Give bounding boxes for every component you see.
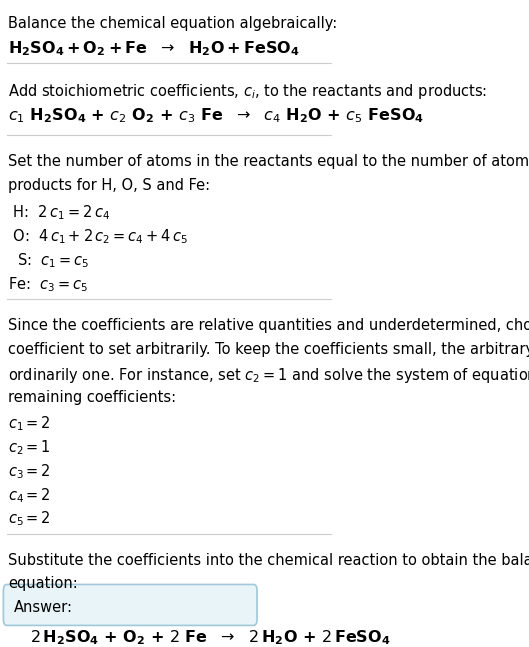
Text: H:  $2\,c_1 = 2\,c_4$: H: $2\,c_1 = 2\,c_4$ <box>8 204 111 223</box>
Text: coefficient to set arbitrarily. To keep the coefficients small, the arbitrary va: coefficient to set arbitrarily. To keep … <box>8 342 529 357</box>
Text: Add stoichiometric coefficients, $c_i$, to the reactants and products:: Add stoichiometric coefficients, $c_i$, … <box>8 82 488 102</box>
Text: ordinarily one. For instance, set $c_2 = 1$ and solve the system of equations fo: ordinarily one. For instance, set $c_2 =… <box>8 366 529 385</box>
Text: $c_1 = 2$: $c_1 = 2$ <box>8 415 51 433</box>
Text: Answer:: Answer: <box>14 600 72 615</box>
Text: O:  $4\,c_1 + 2\,c_2 = c_4 + 4\,c_5$: O: $4\,c_1 + 2\,c_2 = c_4 + 4\,c_5$ <box>8 228 188 247</box>
Text: products for H, O, S and Fe:: products for H, O, S and Fe: <box>8 177 211 193</box>
Text: $c_5 = 2$: $c_5 = 2$ <box>8 510 51 529</box>
Text: Balance the chemical equation algebraically:: Balance the chemical equation algebraica… <box>8 16 338 30</box>
Text: Substitute the coefficients into the chemical reaction to obtain the balanced: Substitute the coefficients into the che… <box>8 553 529 567</box>
Text: $2\,\mathregular{H_2SO_4}$ + $\mathregular{O_2}$ + $2$ Fe  $\rightarrow$  $2\,\m: $2\,\mathregular{H_2SO_4}$ + $\mathregul… <box>31 629 391 647</box>
Text: Since the coefficients are relative quantities and underdetermined, choose a: Since the coefficients are relative quan… <box>8 318 529 333</box>
Text: Fe:  $c_3 = c_5$: Fe: $c_3 = c_5$ <box>8 275 89 294</box>
Text: equation:: equation: <box>8 576 78 591</box>
Text: $c_4 = 2$: $c_4 = 2$ <box>8 486 51 505</box>
Text: $c_1$ $\mathregular{H_2SO_4}$ + $c_2$ $\mathregular{O_2}$ + $c_3$ Fe  $\rightarr: $c_1$ $\mathregular{H_2SO_4}$ + $c_2$ $\… <box>8 106 425 125</box>
Text: S:  $c_1 = c_5$: S: $c_1 = c_5$ <box>8 252 90 270</box>
FancyBboxPatch shape <box>3 584 257 626</box>
Text: $c_3 = 2$: $c_3 = 2$ <box>8 462 51 481</box>
Text: Set the number of atoms in the reactants equal to the number of atoms in the: Set the number of atoms in the reactants… <box>8 154 529 169</box>
Text: $c_2 = 1$: $c_2 = 1$ <box>8 439 51 457</box>
Text: remaining coefficients:: remaining coefficients: <box>8 389 177 404</box>
Text: $\mathregular{H_2SO_4 + O_2 + Fe}$  $\rightarrow$  $\mathregular{H_2O + FeSO_4}$: $\mathregular{H_2SO_4 + O_2 + Fe}$ $\rig… <box>8 39 300 58</box>
